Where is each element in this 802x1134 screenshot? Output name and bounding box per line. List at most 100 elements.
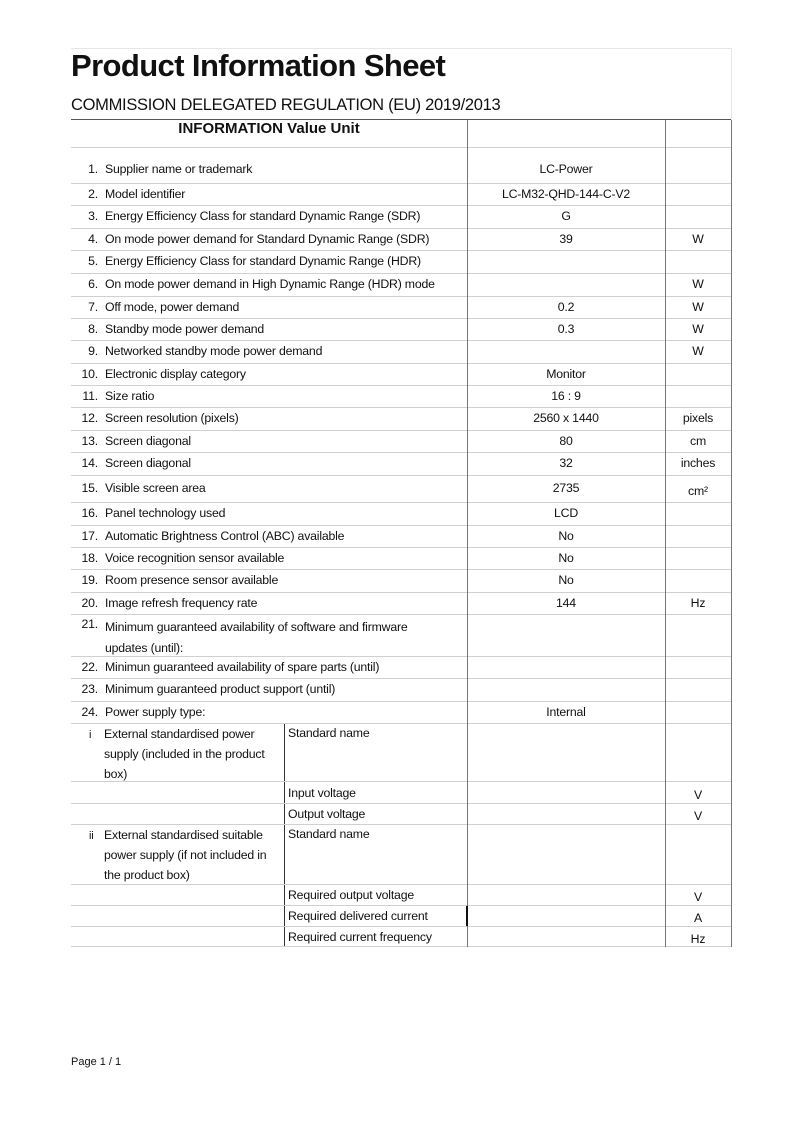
item-label: Voice recognition sensor available (105, 550, 285, 565)
item-number: 12. (81, 411, 99, 425)
item-label: Screen diagonal (105, 433, 191, 448)
item-number: 22. (81, 659, 99, 674)
table-row: 8. Standby mode power demand 0.3 W (71, 319, 731, 341)
item-label: On mode power demand in High Dynamic Ran… (105, 277, 435, 291)
item-value: 2560 x 1440 (533, 411, 599, 425)
table-row: 16. Panel technology used LCD (71, 503, 731, 526)
table-row: 2. Model identifier LC-M32-QHD-144-C-V2 (71, 184, 731, 206)
item-sub-label: Required current frequency (288, 929, 432, 944)
item-number: 15. (81, 481, 99, 495)
column-divider (665, 120, 666, 947)
item-value: G (561, 209, 571, 223)
item-number: 24. (81, 704, 99, 719)
item-number: 8. (88, 321, 98, 336)
item-unit: W (692, 231, 704, 246)
item-sub-label: Output voltage (288, 807, 366, 821)
item-marker: ii (89, 830, 94, 842)
item-unit: V (693, 787, 702, 802)
table-row: 14. Screen diagonal 32 inches (71, 453, 731, 476)
item-value: 0.2 (557, 299, 575, 314)
item-number: 4. (88, 231, 98, 246)
page-top-border (71, 48, 731, 49)
item-label: Power supply type: (105, 704, 206, 719)
power-supply-row: i External standardised power supply (inc… (71, 724, 731, 782)
item-label: Energy Efficiency Class for standard Dyn… (105, 209, 421, 223)
item-number: 11. (82, 388, 98, 403)
table-row: 9. Networked standby mode power demand W (71, 341, 731, 364)
power-supply-row: ii External standardised suitable power s… (71, 825, 731, 885)
table-row: 20. Image refresh frequency rate 144 Hz (71, 593, 731, 615)
item-label: Energy Efficiency Class for standard Dyn… (105, 254, 421, 268)
item-value: LC-Power (539, 162, 593, 176)
item-label: Minimum guaranteed availability of softw… (105, 620, 408, 655)
item-number: 23. (81, 682, 99, 696)
table-row: 22. Minimun guaranteed availability of sp… (71, 657, 731, 679)
power-supply-row: Output voltage V (71, 804, 731, 825)
item-number: 5. (88, 254, 98, 268)
item-label: Model identifier (105, 186, 186, 201)
item-label: Automatic Brightness Control (ABC) avail… (105, 528, 345, 543)
item-label: Networked standby mode power demand (105, 344, 323, 358)
item-label: Visible screen area (105, 481, 206, 495)
table-row: 23. Minimum guaranteed product support (u… (71, 679, 731, 702)
item-number: 9. (88, 344, 98, 358)
table-header: INFORMATION Value Unit (178, 120, 360, 137)
power-supply-row: Input voltage V (71, 782, 731, 804)
table-row: 7. Off mode, power demand 0.2 W (71, 297, 731, 319)
table-row: 3. Energy Efficiency Class for standard D… (71, 206, 731, 229)
page-title: Product Information Sheet (71, 48, 446, 83)
sub-column-divider (284, 782, 285, 803)
page-subtitle: COMMISSION DELEGATED REGULATION (EU) 201… (71, 96, 501, 114)
item-label: Image refresh frequency rate (105, 595, 258, 610)
item-value: 0.3 (557, 321, 575, 336)
page-right-border (731, 48, 732, 120)
sub-column-divider (284, 906, 285, 926)
item-number: 16. (81, 506, 99, 520)
table-row: 6. On mode power demand in High Dynamic R… (71, 274, 731, 297)
table-row: 13. Screen diagonal 80 cm (71, 431, 731, 453)
power-supply-row: Required delivered current A (71, 906, 731, 927)
table-row: 19. Room presence sensor available No (71, 570, 731, 593)
item-number: 7. (88, 299, 98, 314)
item-value: 2735 (552, 481, 580, 495)
item-value: LC-M32-QHD-144-C-V2 (501, 186, 631, 201)
table-row: 1. Supplier name or trademark LC-Power (71, 148, 731, 184)
item-label: Screen resolution (pixels) (105, 411, 239, 425)
table-row: 17. Automatic Brightness Control (ABC) av… (71, 526, 731, 548)
item-number: 2. (88, 186, 98, 201)
item-value: 32 (559, 456, 573, 470)
information-table: INFORMATION Value Unit 1. Supplier name o… (71, 119, 732, 947)
header-row (71, 120, 731, 148)
item-value: 39 (559, 231, 573, 246)
power-supply-row: Required current frequency Hz (71, 927, 731, 947)
column-divider (467, 120, 468, 947)
item-value: Monitor (546, 366, 586, 381)
item-label: Electronic display category (105, 366, 246, 381)
item-label: Standby mode power demand (105, 321, 265, 336)
item-label: Panel technology used (105, 506, 226, 520)
item-label: External standardised suitable power sup… (104, 828, 267, 882)
item-value: No (558, 528, 574, 543)
item-number: 10. (81, 366, 99, 381)
item-unit: A (693, 911, 702, 925)
table-row: 24. Power supply type: Internal (71, 702, 731, 724)
item-number: 6. (88, 277, 98, 291)
item-value: No (558, 550, 574, 565)
item-label: External standardised power supply (incl… (104, 727, 265, 781)
item-label: Minimun guaranteed availability of spare… (105, 659, 380, 674)
item-number: 13. (81, 433, 99, 448)
item-unit: pixels (682, 411, 714, 425)
item-number: 3. (88, 209, 98, 223)
table-row: 21. Minimum guaranteed availability of so… (71, 615, 731, 657)
sub-column-divider (284, 885, 285, 905)
table-row: 10. Electronic display category Monitor (71, 364, 731, 386)
item-value: 16 : 9 (551, 388, 581, 403)
item-number: 21. (81, 617, 99, 631)
value-cell-mark (466, 906, 468, 926)
item-sub-label: Standard name (288, 827, 370, 841)
item-sub-label: Required delivered current (288, 909, 428, 923)
item-value: 144 (556, 595, 576, 610)
item-number: 1. (88, 162, 98, 176)
column-divider (731, 120, 732, 947)
item-value: 80 (559, 433, 573, 448)
